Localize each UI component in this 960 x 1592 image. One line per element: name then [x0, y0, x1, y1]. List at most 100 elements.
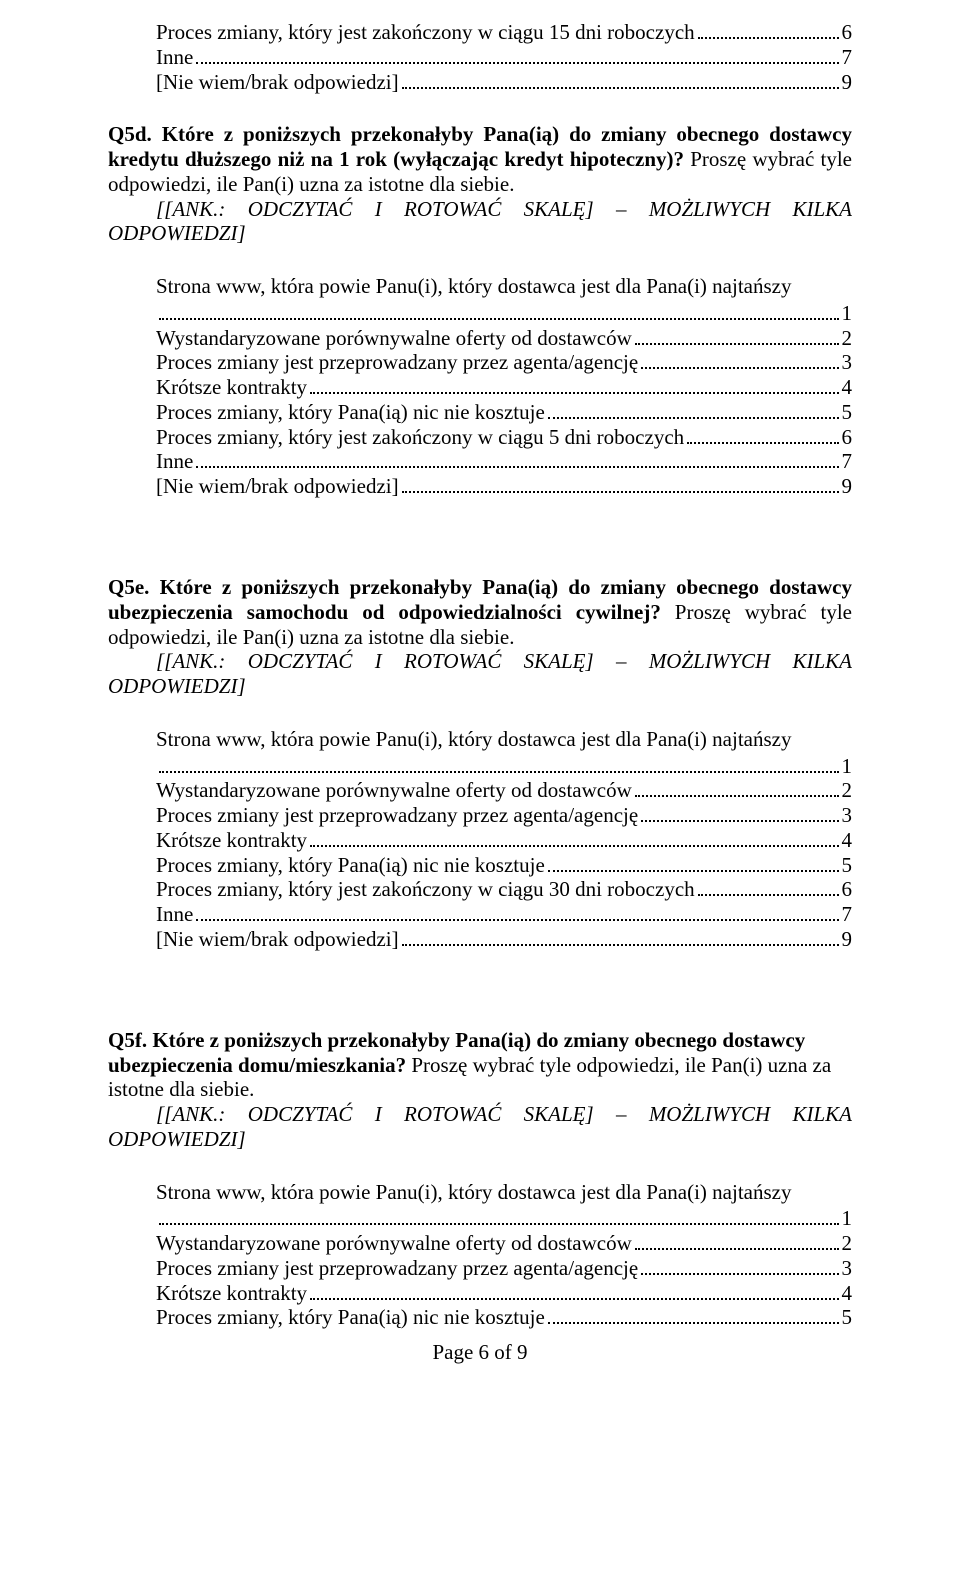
- option-text: Proces zmiany, który Pana(ią) nic nie ko…: [156, 853, 545, 878]
- leader-dots: [698, 37, 839, 39]
- ank-word: MOŻLIWYCH: [649, 649, 770, 674]
- option-text: Wystandaryzowane porównywalne oferty od …: [156, 778, 632, 803]
- leader-dots: [548, 417, 839, 419]
- q5f-rest: Proszę wybrać tyle odpowiedzi, ile Pan(i…: [406, 1053, 831, 1077]
- leader-dots: [641, 1273, 838, 1275]
- ank-instruction-line1: [[ANK.: ODCZYTAĆ I ROTOWAĆ SKALĘ] – MOŻL…: [156, 197, 852, 222]
- option-number: 3: [842, 803, 853, 828]
- option-text: Proces zmiany jest przeprowadzany przez …: [156, 1256, 638, 1281]
- option-number: 3: [842, 1256, 853, 1281]
- q5f-options: Strona www, która powie Panu(i), który d…: [156, 1180, 852, 1331]
- option-number: 2: [842, 778, 853, 803]
- q5e-stem: Strona www, która powie Panu(i), który d…: [156, 727, 852, 752]
- option-row: Proces zmiany, który Pana(ią) nic nie ko…: [156, 400, 852, 425]
- option-row: Inne 7: [156, 902, 852, 927]
- page: Proces zmiany, który jest zakończony w c…: [0, 0, 960, 1385]
- ank-word: SKALĘ]: [524, 1102, 594, 1127]
- leader-dots: [402, 87, 839, 89]
- option-row: Inne 7: [156, 449, 852, 474]
- leader-dots: [687, 442, 838, 444]
- ank-word: ROTOWAĆ: [404, 1102, 501, 1127]
- option-number: 9: [842, 927, 853, 952]
- leader-dots: [698, 894, 839, 896]
- option-number: 1: [842, 301, 853, 326]
- option-text: Proces zmiany, który jest zakończony w c…: [156, 425, 684, 450]
- leader-dots: [310, 845, 838, 847]
- option-number: 5: [842, 400, 853, 425]
- option-number: 6: [842, 425, 853, 450]
- option-number: 5: [842, 853, 853, 878]
- option-row: [Nie wiem/brak odpowiedzi] 9: [156, 70, 852, 95]
- option-text: [Nie wiem/brak odpowiedzi]: [156, 474, 399, 499]
- option-text: Wystandaryzowane porównywalne oferty od …: [156, 326, 632, 351]
- ank-word: ODCZYTAĆ: [248, 1102, 353, 1127]
- option-text: Proces zmiany, który jest zakończony w c…: [156, 877, 695, 902]
- leader-dots: [196, 62, 838, 64]
- ank-word: ODCZYTAĆ: [248, 197, 353, 222]
- option-text: [Nie wiem/brak odpowiedzi]: [156, 70, 399, 95]
- option-text: Proces zmiany jest przeprowadzany przez …: [156, 350, 638, 375]
- option-number: 4: [842, 828, 853, 853]
- option-row: Proces zmiany, który jest zakończony w c…: [156, 877, 852, 902]
- option-number: 7: [842, 449, 853, 474]
- leader-dots: [159, 1223, 839, 1225]
- ank-word: I: [375, 1102, 382, 1127]
- option-text: [Nie wiem/brak odpowiedzi]: [156, 927, 399, 952]
- ank-instruction-line2: ODPOWIEDZI]: [108, 674, 852, 699]
- option-text: Proces zmiany, który Pana(ią) nic nie ko…: [156, 400, 545, 425]
- ank-instruction-line2: ODPOWIEDZI]: [108, 221, 852, 246]
- leader-dots: [641, 820, 838, 822]
- option-number: 4: [842, 1281, 853, 1306]
- option-row: Wystandaryzowane porównywalne oferty od …: [156, 326, 852, 351]
- option-row: Wystandaryzowane porównywalne oferty od …: [156, 1231, 852, 1256]
- q5e-label: Q5e.: [108, 575, 149, 599]
- ank-word: –: [616, 1102, 627, 1127]
- ank-instruction-line1: [[ANK.: ODCZYTAĆ I ROTOWAĆ SKALĘ] – MOŻL…: [156, 1102, 852, 1127]
- ank-word: MOŻLIWYCH: [649, 197, 770, 222]
- ank-word: ROTOWAĆ: [404, 649, 501, 674]
- option-number: 1: [842, 1206, 853, 1231]
- q5f-title: Q5f. Które z poniższych przekonałyby Pan…: [108, 1028, 852, 1078]
- ank-word: KILKA: [792, 649, 852, 674]
- option-text: Krótsze kontrakty: [156, 828, 307, 853]
- leader-dots: [641, 367, 838, 369]
- leader-dots: [548, 870, 839, 872]
- ank-word: ROTOWAĆ: [404, 197, 501, 222]
- option-number: 3: [842, 350, 853, 375]
- ank-word: SKALĘ]: [524, 197, 594, 222]
- option-text: Inne: [156, 449, 193, 474]
- leader-dots: [548, 1322, 839, 1324]
- leader-dots: [310, 392, 838, 394]
- ank-word: I: [375, 649, 382, 674]
- q5e-options: Strona www, która powie Panu(i), który d…: [156, 727, 852, 952]
- spacer: [108, 499, 852, 547]
- leader-dots: [196, 919, 838, 921]
- leader-dots: [635, 343, 839, 345]
- q5f-stem: Strona www, która powie Panu(i), który d…: [156, 1180, 852, 1205]
- leader-dots: [159, 318, 839, 320]
- q5d-label: Q5d.: [108, 122, 152, 146]
- option-row: Krótsze kontrakty 4: [156, 828, 852, 853]
- option-text: Inne: [156, 45, 193, 70]
- option-text: Krótsze kontrakty: [156, 375, 307, 400]
- option-text: Proces zmiany jest przeprowadzany przez …: [156, 803, 638, 828]
- intro-options: Proces zmiany, który jest zakończony w c…: [156, 20, 852, 94]
- ank-word: KILKA: [792, 1102, 852, 1127]
- leader-dots: [196, 466, 838, 468]
- q5d-title: Q5d. Które z poniższych przekonałyby Pan…: [108, 122, 852, 196]
- leader-dots: [159, 771, 839, 773]
- option-row: Krótsze kontrakty 4: [156, 1281, 852, 1306]
- option-number: 7: [842, 902, 853, 927]
- ank-word: KILKA: [792, 197, 852, 222]
- ank-instruction-line1: [[ANK.: ODCZYTAĆ I ROTOWAĆ SKALĘ] – MOŻL…: [156, 649, 852, 674]
- option-row: 1: [156, 1206, 852, 1231]
- ank-word: SKALĘ]: [524, 649, 594, 674]
- option-row: Proces zmiany jest przeprowadzany przez …: [156, 803, 852, 828]
- option-text: Inne: [156, 902, 193, 927]
- ank-word: I: [375, 197, 382, 222]
- option-row: Proces zmiany jest przeprowadzany przez …: [156, 350, 852, 375]
- option-text: Krótsze kontrakty: [156, 1281, 307, 1306]
- ank-word: [[ANK.:: [156, 197, 225, 222]
- option-text: Proces zmiany, który Pana(ią) nic nie ko…: [156, 1305, 545, 1330]
- option-number: 6: [842, 877, 853, 902]
